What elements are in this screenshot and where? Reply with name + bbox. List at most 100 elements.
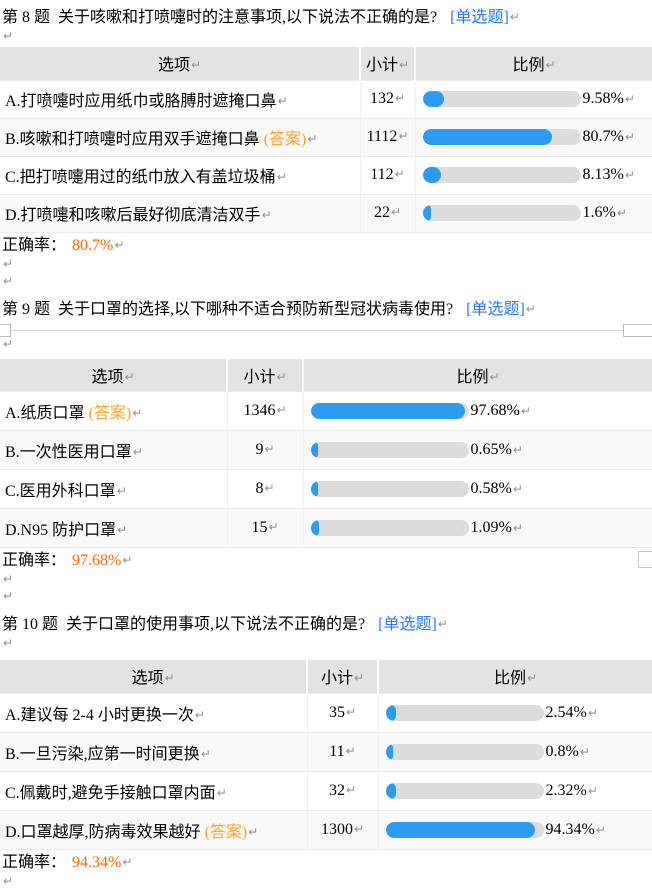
percent-label: 2.54% xyxy=(545,703,587,721)
pilcrow-mark: ↵ xyxy=(277,94,288,108)
question-type-tag: [单选题] xyxy=(450,9,509,26)
option-text: B.一旦污染,应第一时间更换 xyxy=(5,745,200,763)
table-row: D.口罩越厚,防病毒效果越好 (答案)↵ 1300↵ 94.34% ↵ xyxy=(0,809,652,849)
option-text: D.N95 防护口罩 xyxy=(5,522,117,539)
accuracy-line: 正确率： 97.68%↵ xyxy=(0,548,652,573)
ratio-cell: 0.65% ↵ xyxy=(302,430,652,470)
column-header-label: 比例 xyxy=(456,368,489,386)
pilcrow-mark: ↵ xyxy=(345,782,357,797)
answer-label: (答案) xyxy=(204,823,248,841)
table-row: B.咳嗽和打喷嚏时应用双手遮掩口鼻 (答案)↵ 1112↵ 80.7% ↵ xyxy=(0,117,652,156)
pilcrow-mark: ↵ xyxy=(3,589,14,603)
column-header-count: 小计↵ xyxy=(226,358,303,392)
column-header-ratio: 比例↵ xyxy=(414,47,652,80)
column-header-option: 选项↵ xyxy=(0,358,227,392)
option-text: D.口罩越厚,防病毒效果越好 xyxy=(5,823,201,841)
option-text: D.打喷嚏和咳嗽后最好彻底清洁双手 xyxy=(5,207,261,224)
count-value: 1346 xyxy=(243,402,276,419)
count-cell: 22↵ xyxy=(359,193,415,232)
empty-paragraph: ↵ xyxy=(0,30,652,47)
page-break-right-box xyxy=(623,323,652,337)
pilcrow-mark: ↵ xyxy=(132,445,143,459)
option-cell: B.一次性医用口罩↵ xyxy=(0,430,227,470)
pilcrow-mark: ↵ xyxy=(526,671,538,686)
pilcrow-mark: ↵ xyxy=(261,208,272,222)
count-value: 112 xyxy=(370,166,394,183)
empty-paragraph: ↵ xyxy=(0,275,652,292)
option-cell: A.建议每 2-4 小时更换一次↵ xyxy=(0,692,307,732)
ratio-bar-fill xyxy=(310,520,319,536)
ratio-bar-track xyxy=(422,167,581,183)
pilcrow-mark: ↵ xyxy=(512,482,523,496)
table-row: B.一次性医用口罩↵ 9↵ 0.65% ↵ xyxy=(0,430,652,470)
ratio-bar-fill xyxy=(422,91,444,107)
pilcrow-mark: ↵ xyxy=(3,273,14,288)
percent-label: 0.8% xyxy=(545,742,579,760)
ratio-bar-fill xyxy=(422,205,431,221)
column-header-label: 小计 xyxy=(243,368,276,386)
ratio-bar-track xyxy=(310,403,469,419)
question-text: 第 8 题 关于咳嗽和打喷嚏时的注意事项,以下说法不正确的是? xyxy=(2,9,438,26)
ratio-bar-fill xyxy=(385,704,396,721)
pilcrow-mark: ↵ xyxy=(525,301,536,316)
percent-label: 97.68% xyxy=(470,402,520,419)
pilcrow-mark: ↵ xyxy=(3,873,14,888)
pilcrow-mark: ↵ xyxy=(595,822,606,837)
percent-label: 8.13% xyxy=(582,166,624,183)
question-title: 第 10 题 关于口罩的使用事项,以下说法不正确的是? [单选题]↵ xyxy=(0,607,652,637)
accuracy-label: 正确率： xyxy=(2,853,67,871)
option-cell: C.医用外科口罩↵ xyxy=(0,469,227,509)
empty-paragraph: ↵ xyxy=(0,875,652,892)
question-type-tag: [单选题] xyxy=(466,300,525,318)
table-row: C.佩戴时,避免手接触口罩内面↵ 32↵ 2.32% ↵ xyxy=(0,770,652,810)
column-header-label: 比例 xyxy=(512,57,545,75)
column-header-label: 小计 xyxy=(365,57,398,75)
column-header-label: 比例 xyxy=(493,670,526,688)
pilcrow-mark: ↵ xyxy=(624,130,635,144)
pilcrow-mark: ↵ xyxy=(122,553,133,567)
count-cell: 9↵ xyxy=(226,430,303,470)
question-text: 第 9 题 关于口罩的选择,以下哪种不适合预防新型冠状病毒使用? xyxy=(2,300,454,318)
table-row: C.医用外科口罩↵ 8↵ 0.58% ↵ xyxy=(0,469,652,509)
accuracy-line: 正确率： 80.7%↵ xyxy=(0,233,652,258)
column-header-count: 小计↵ xyxy=(359,47,415,80)
percent-label: 2.32% xyxy=(545,781,587,799)
count-value: 1112 xyxy=(366,128,398,145)
pilcrow-mark: ↵ xyxy=(624,168,635,182)
pilcrow-mark: ↵ xyxy=(394,91,406,105)
pilcrow-mark: ↵ xyxy=(616,206,627,220)
ratio-cell: 94.34% ↵ xyxy=(377,809,652,849)
option-text: A.纸质口罩 xyxy=(5,405,85,422)
table-row: A.建议每 2-4 小时更换一次↵ 35↵ 2.54% ↵ xyxy=(0,692,652,732)
column-header-label: 选项 xyxy=(91,368,124,386)
accuracy-line: 正确率： 94.34%↵ xyxy=(0,850,652,875)
count-cell: 11↵ xyxy=(306,731,378,771)
count-value: 35 xyxy=(328,703,345,721)
ratio-cell: 97.68% ↵ xyxy=(302,391,652,431)
pilcrow-mark: ↵ xyxy=(545,58,556,73)
table-row: B.一旦污染,应第一时间更换↵ 11↵ 0.8% ↵ xyxy=(0,731,652,771)
ratio-bar-track xyxy=(422,91,581,107)
pilcrow-mark: ↵ xyxy=(190,58,202,73)
column-header-option: 选项↵ xyxy=(0,47,360,80)
ratio-bar-track xyxy=(385,704,544,721)
accuracy-value: 80.7% xyxy=(72,236,114,254)
pilcrow-mark: ↵ xyxy=(268,520,279,534)
option-cell: C.把打喷嚏用过的纸巾放入有盖垃圾桶↵ xyxy=(0,155,360,194)
percent-label: 94.34% xyxy=(545,820,595,838)
pilcrow-mark: ↵ xyxy=(114,237,125,252)
ratio-cell: 0.8% ↵ xyxy=(377,731,652,771)
pilcrow-mark: ↵ xyxy=(200,746,211,761)
table-header-row: 选项↵ 小计↵ 比例↵ xyxy=(0,47,652,80)
count-cell: 8↵ xyxy=(226,469,303,509)
pilcrow-mark: ↵ xyxy=(345,704,357,719)
ratio-bar-fill xyxy=(422,167,441,183)
pilcrow-mark: ↵ xyxy=(489,369,500,384)
page-break-line xyxy=(0,329,652,331)
option-text: C.医用外科口罩 xyxy=(5,483,116,500)
ratio-bar-fill xyxy=(422,129,552,145)
pilcrow-mark: ↵ xyxy=(3,336,14,351)
empty-paragraph: ↵ xyxy=(0,258,652,275)
count-cell: 35↵ xyxy=(306,692,378,732)
